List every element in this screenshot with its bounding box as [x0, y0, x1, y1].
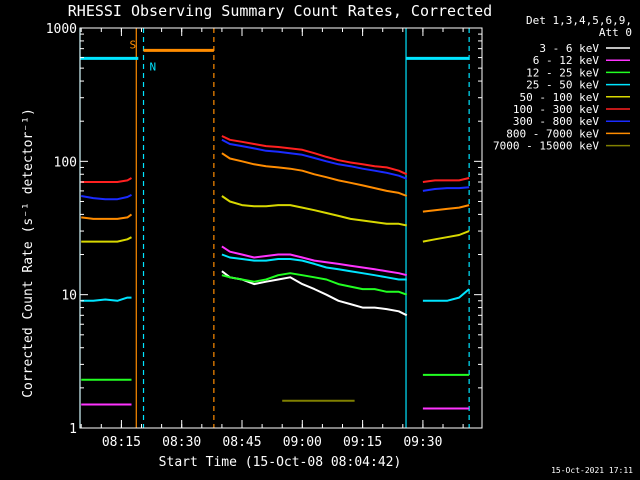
plot-frame	[79, 27, 483, 429]
series-line-3-2	[422, 288, 470, 302]
y-tick-label: 100	[54, 155, 77, 170]
series-5	[81, 135, 470, 183]
series-line-5-0	[81, 177, 133, 183]
y-axis-label: Corrected Count Rate (s⁻¹ detector⁻¹)	[21, 108, 36, 398]
legend-label: 100 - 300 keV	[513, 103, 599, 116]
legend-label: 3 - 6 keV	[539, 42, 599, 55]
series-line-1-1	[221, 245, 408, 277]
x-tick-label: 09:15	[343, 435, 382, 450]
series-line-6-0	[81, 194, 132, 201]
legend-label: 12 - 25 keV	[526, 66, 599, 79]
series-line-3-0	[81, 296, 132, 302]
x-tick-label: 09:00	[283, 435, 322, 450]
x-axis-label: Start Time (15-Oct-08 08:04:42)	[159, 455, 402, 470]
series-line-4-0	[81, 236, 132, 243]
series-2	[81, 272, 470, 381]
series-line-7-2	[422, 204, 470, 213]
legend-label: 50 - 100 keV	[520, 91, 600, 104]
y-tick-label: 10	[61, 289, 77, 304]
legend-label: 25 - 50 keV	[526, 79, 599, 92]
plot-area: SN 1 10 100 1000 08:15 08:30 08:45 09:00 09:15 09:…	[46, 22, 483, 450]
y-tick-label: 1000	[46, 22, 77, 37]
series-line-3-1	[221, 253, 407, 281]
series-line-5-1	[221, 135, 408, 176]
legend-header-line-2: Att 0	[599, 26, 632, 39]
timestamp: 15-Oct-2021 17:11	[551, 466, 633, 475]
chart-title: RHESSI Observing Summary Count Rates, Co…	[68, 2, 492, 20]
x-tick-label: 08:15	[102, 435, 141, 450]
series-line-7-1	[221, 152, 408, 197]
night-flag-label: N	[150, 60, 157, 73]
series-line-4-2	[422, 230, 470, 243]
saa-flag-label: S	[130, 38, 137, 51]
series-line-5-2	[422, 177, 470, 183]
series-line-6-2	[422, 186, 470, 192]
series-0	[221, 270, 408, 317]
legend-header-line-1: Det 1,3,4,5,6,9,	[526, 14, 632, 27]
legend-label: 6 - 12 keV	[533, 54, 600, 67]
series-7	[81, 152, 470, 220]
series-line-7-0	[81, 213, 133, 220]
x-tick-label: 09:30	[403, 435, 442, 450]
legend-label: 7000 - 15000 keV	[493, 140, 599, 153]
series-line-6-1	[221, 138, 408, 180]
series-3	[81, 253, 470, 302]
series-6	[81, 138, 470, 201]
series-4	[81, 195, 470, 243]
y-tick-label: 1	[69, 422, 77, 437]
series-1	[81, 245, 470, 410]
legend-label: 800 - 7000 keV	[506, 127, 599, 140]
series-line-4-1	[221, 195, 408, 227]
series-line-0-1	[221, 270, 408, 317]
x-tick-label: 08:45	[222, 435, 261, 450]
x-tick-label: 08:30	[162, 435, 201, 450]
series-line-2-1	[221, 272, 408, 296]
legend-label: 300 - 800 keV	[513, 115, 599, 128]
